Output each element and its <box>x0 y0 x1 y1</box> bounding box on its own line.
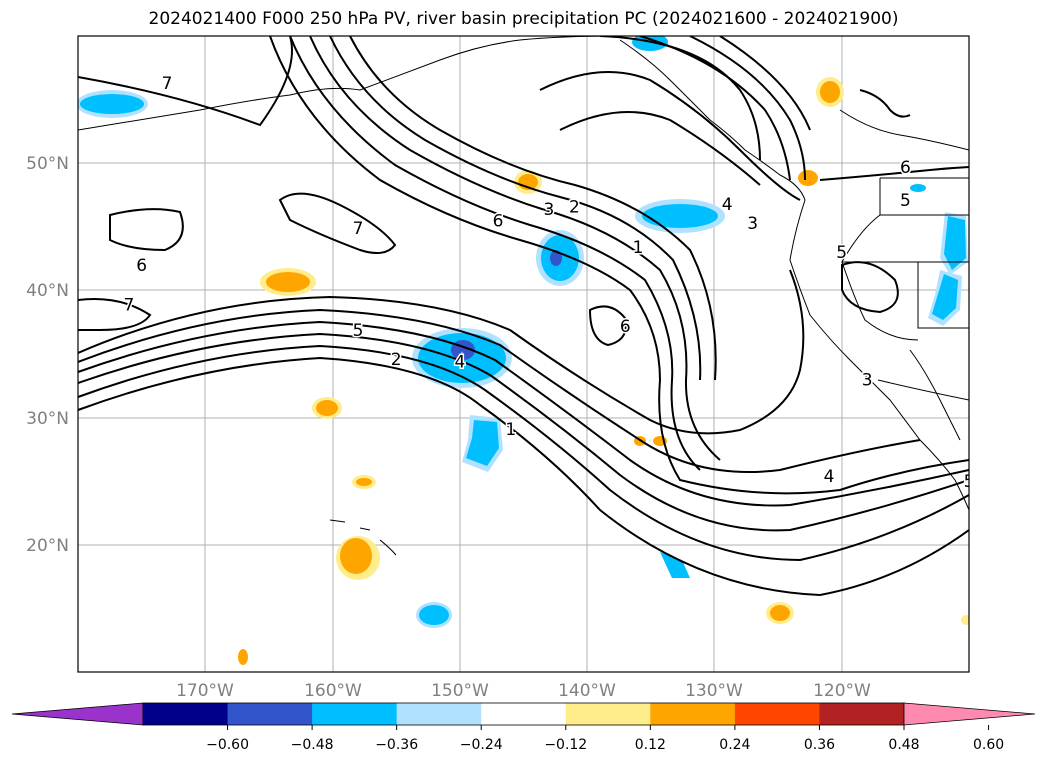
latitude-labels: 50°N 40°N 30°N 20°N <box>26 154 69 556</box>
colorbar-tick-label: −0.12 <box>544 737 587 753</box>
lon-label: 160°W <box>304 681 362 701</box>
colorbar-cells <box>142 702 905 726</box>
longitude-labels: 170°W 160°W 150°W 140°W 130°W 120°W <box>176 681 871 701</box>
contour-label: 1 <box>505 420 516 440</box>
contour-label: 3 <box>747 214 758 234</box>
colorbar-tick-label: 0.24 <box>719 737 750 753</box>
contour-label: 6 <box>136 256 147 276</box>
colorbar-tick-label: 0.36 <box>804 737 835 753</box>
contour-label: 6 <box>493 211 504 231</box>
contour-label: 5 <box>353 321 364 341</box>
colorbar-extend-low <box>11 702 144 726</box>
contour-label: 4 <box>722 195 733 215</box>
contour-label: 1 <box>633 238 644 258</box>
colorbar-cell <box>227 703 313 725</box>
contour-label: 5 <box>900 191 911 211</box>
lon-label: 170°W <box>176 681 234 701</box>
contour-label: 7 <box>124 295 135 315</box>
colorbar: −0.60 −0.48 −0.36 −0.24 −0.12 0.12 0.24 0.36 0.4… <box>11 702 1036 753</box>
colorbar-tick-label: 0.12 <box>635 737 666 753</box>
contour-label: 7 <box>353 219 364 239</box>
contour-label: 6 <box>620 317 631 337</box>
precipitation-shading <box>78 36 969 665</box>
lat-label: 50°N <box>26 154 69 174</box>
lat-label: 30°N <box>26 409 69 429</box>
lon-label: 140°W <box>558 681 616 701</box>
colorbar-cell <box>481 703 567 725</box>
contour-label: 7 <box>162 74 173 94</box>
coastlines <box>78 36 969 556</box>
colorbar-tick-label: −0.60 <box>206 737 249 753</box>
colorbar-cell <box>396 703 482 725</box>
lon-label: 150°W <box>431 681 489 701</box>
colorbar-cell <box>734 703 820 725</box>
colorbar-cell <box>143 703 229 725</box>
gridlines <box>78 36 969 672</box>
colorbar-cell <box>819 703 905 725</box>
colorbar-extend-high <box>903 702 1036 726</box>
colorbar-tick-label: 0.48 <box>888 737 919 753</box>
contour-label: 4 <box>454 353 465 373</box>
colorbar-tick-label: −0.48 <box>291 737 334 753</box>
contour-label: 2 <box>569 197 580 217</box>
colorbar-tick-label: −0.36 <box>375 737 418 753</box>
colorbar-cell <box>565 703 651 725</box>
colorbar-tick-label: 0.60 <box>973 737 1004 753</box>
colorbar-tick-label: −0.24 <box>460 737 503 753</box>
contour-label: 6 <box>900 158 911 178</box>
contour-label: 3 <box>544 200 555 220</box>
contour-label: 2 <box>391 350 402 370</box>
map-title: 2024021400 F000 250 hPa PV, river basin … <box>148 9 899 29</box>
lon-label: 130°W <box>685 681 743 701</box>
contour-label: 5 <box>964 472 975 492</box>
contour-label: 5 <box>836 243 847 263</box>
pv-contours <box>78 36 969 597</box>
colorbar-cell <box>650 703 736 725</box>
colorbar-cell <box>312 703 398 725</box>
contour-label: 3 <box>862 370 873 390</box>
colorbar-ticks: −0.60 −0.48 −0.36 −0.24 −0.12 0.12 0.24 0.36 0.4… <box>206 725 1004 753</box>
lat-label: 40°N <box>26 281 69 301</box>
lon-label: 120°W <box>813 681 871 701</box>
map-frame <box>77 35 970 673</box>
contour-label: 4 <box>824 467 835 487</box>
lat-label: 20°N <box>26 536 69 556</box>
